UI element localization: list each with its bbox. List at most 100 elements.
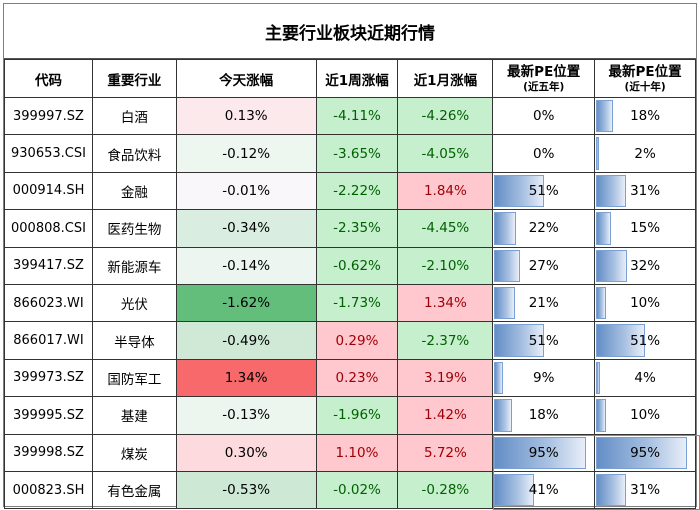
cell-month[interactable]: -4.26% (397, 96, 494, 136)
table-row: 866023.WI 光伏 -1.62% -1.73% 1.34% 21% 10% (4, 283, 696, 323)
cell-week[interactable]: -1.73% (315, 283, 399, 323)
header-industry[interactable]: 重要行业 (91, 59, 177, 98)
cell-month[interactable]: -0.28% (397, 470, 494, 510)
cell-pe5[interactable]: 27% (492, 246, 596, 285)
cell-industry-value: 煤炭 (120, 446, 148, 463)
cell-month[interactable]: -2.37% (397, 321, 494, 360)
header-pe5[interactable]: 最新PE位置 (近五年) (492, 59, 596, 98)
cell-industry[interactable]: 煤炭 (91, 433, 177, 472)
cell-today-value: 0.13% (224, 108, 268, 125)
cell-pe10[interactable]: 15% (594, 209, 696, 248)
cell-code[interactable]: 866017.WI (4, 321, 93, 360)
cell-pe10[interactable]: 31% (594, 470, 696, 510)
pe5-data-bar (494, 399, 512, 432)
cell-code[interactable]: 866023.WI (4, 283, 93, 323)
header-pe10[interactable]: 最新PE位置 (近十年) (594, 59, 696, 98)
cell-pe10[interactable]: 31% (594, 171, 696, 211)
cell-industry[interactable]: 食品饮料 (91, 134, 177, 173)
cell-month[interactable]: 1.84% (397, 171, 494, 211)
cell-month-value: -4.05% (421, 145, 470, 162)
cell-week[interactable]: -0.02% (315, 470, 399, 510)
cell-code-value: 866023.WI (13, 295, 84, 311)
cell-pe5[interactable]: 0% (492, 96, 596, 136)
cell-code[interactable]: 399973.SZ (4, 358, 93, 398)
cell-week[interactable]: -4.11% (315, 96, 399, 136)
header-month[interactable]: 近1月涨幅 (397, 59, 494, 98)
cell-industry[interactable]: 光伏 (91, 283, 177, 323)
cell-industry[interactable]: 医药生物 (91, 209, 177, 248)
cell-week[interactable]: 0.29% (315, 321, 399, 360)
cell-month[interactable]: 1.42% (397, 396, 494, 435)
cell-today[interactable]: -0.13% (175, 396, 317, 435)
cell-pe5[interactable]: 21% (492, 283, 596, 323)
cell-industry[interactable]: 国防军工 (91, 358, 177, 398)
cell-code[interactable]: 399997.SZ (4, 96, 93, 136)
header-row: 代码 重要行业 今天涨幅 近1周涨幅 近1月涨幅 最新PE位置 (近五年) 最新… (4, 59, 696, 98)
spreadsheet-table: 主要行业板块近期行情 代码 重要行业 今天涨幅 近1周涨幅 近1月涨幅 最新PE… (3, 3, 700, 510)
cell-industry[interactable]: 白酒 (91, 96, 177, 136)
cell-month[interactable]: 1.34% (397, 283, 494, 323)
cell-today[interactable]: -1.62% (175, 283, 317, 323)
cell-today[interactable]: 0.30% (175, 433, 317, 472)
cell-today[interactable]: 0.13% (175, 96, 317, 136)
cell-pe10[interactable]: 32% (594, 246, 696, 285)
cell-today[interactable]: -0.53% (175, 470, 317, 510)
cell-code[interactable]: 000823.SH (4, 470, 93, 510)
cell-pe10[interactable]: 2% (594, 134, 696, 173)
cell-week[interactable]: 0.23% (315, 358, 399, 398)
cell-today[interactable]: -0.34% (175, 209, 317, 248)
header-today[interactable]: 今天涨幅 (175, 59, 317, 98)
cell-pe5[interactable]: 51% (492, 321, 596, 360)
cell-pe10[interactable]: 10% (594, 396, 696, 435)
cell-industry[interactable]: 半导体 (91, 321, 177, 360)
cell-pe10[interactable]: 51% (594, 321, 696, 360)
cell-code[interactable]: 399998.SZ (4, 433, 93, 472)
cell-today[interactable]: 1.34% (175, 358, 317, 398)
cell-pe10[interactable]: 95% (594, 433, 696, 472)
cell-pe5[interactable]: 22% (492, 209, 596, 248)
cell-industry[interactable]: 有色金属 (91, 470, 177, 510)
cell-pe5[interactable]: 18% (492, 396, 596, 435)
pe10-data-bar (596, 100, 614, 133)
cell-pe5-value: 9% (533, 369, 555, 386)
cell-month[interactable]: -4.05% (397, 134, 494, 173)
cell-month[interactable]: 3.19% (397, 358, 494, 398)
cell-week[interactable]: -2.22% (315, 171, 399, 211)
cell-pe5-value: 22% (528, 220, 559, 237)
cell-code[interactable]: 399417.SZ (4, 246, 93, 285)
cell-month[interactable]: -2.10% (397, 246, 494, 285)
cell-pe5[interactable]: 51% (492, 171, 596, 211)
cell-code-value: 930653.CSI (11, 146, 86, 162)
cell-code[interactable]: 399995.SZ (4, 396, 93, 435)
header-week[interactable]: 近1周涨幅 (315, 59, 399, 98)
cell-week[interactable]: -3.65% (315, 134, 399, 173)
cell-industry[interactable]: 新能源车 (91, 246, 177, 285)
cell-code[interactable]: 000808.CSI (4, 209, 93, 248)
cell-industry-value: 有色金属 (107, 484, 162, 501)
cell-pe5[interactable]: 0% (492, 134, 596, 173)
cell-week[interactable]: -1.96% (315, 396, 399, 435)
cell-today[interactable]: -0.01% (175, 171, 317, 211)
cell-today[interactable]: -0.12% (175, 134, 317, 173)
cell-pe5[interactable]: 95% (492, 433, 596, 472)
cell-industry[interactable]: 基建 (91, 396, 177, 435)
cell-pe5[interactable]: 9% (492, 358, 596, 398)
cell-week[interactable]: 1.10% (315, 433, 399, 472)
cell-code[interactable]: 930653.CSI (4, 134, 93, 173)
cell-industry-value: 医药生物 (107, 222, 162, 239)
cell-today[interactable]: -0.49% (175, 321, 317, 360)
cell-pe10-value: 4% (634, 369, 656, 386)
cell-week[interactable]: -2.35% (315, 209, 399, 248)
cell-pe5[interactable]: 41% (492, 470, 596, 510)
cell-code[interactable]: 000914.SH (4, 171, 93, 211)
cell-pe10[interactable]: 4% (594, 358, 696, 398)
cell-pe10[interactable]: 18% (594, 96, 696, 136)
cell-today[interactable]: -0.14% (175, 246, 317, 285)
cell-industry[interactable]: 金融 (91, 171, 177, 211)
cell-pe10[interactable]: 10% (594, 283, 696, 323)
header-code[interactable]: 代码 (4, 59, 93, 98)
cell-pe10-value: 10% (630, 295, 661, 312)
cell-month[interactable]: -4.45% (397, 209, 494, 248)
cell-week[interactable]: -0.62% (315, 246, 399, 285)
cell-month[interactable]: 5.72% (397, 433, 494, 472)
